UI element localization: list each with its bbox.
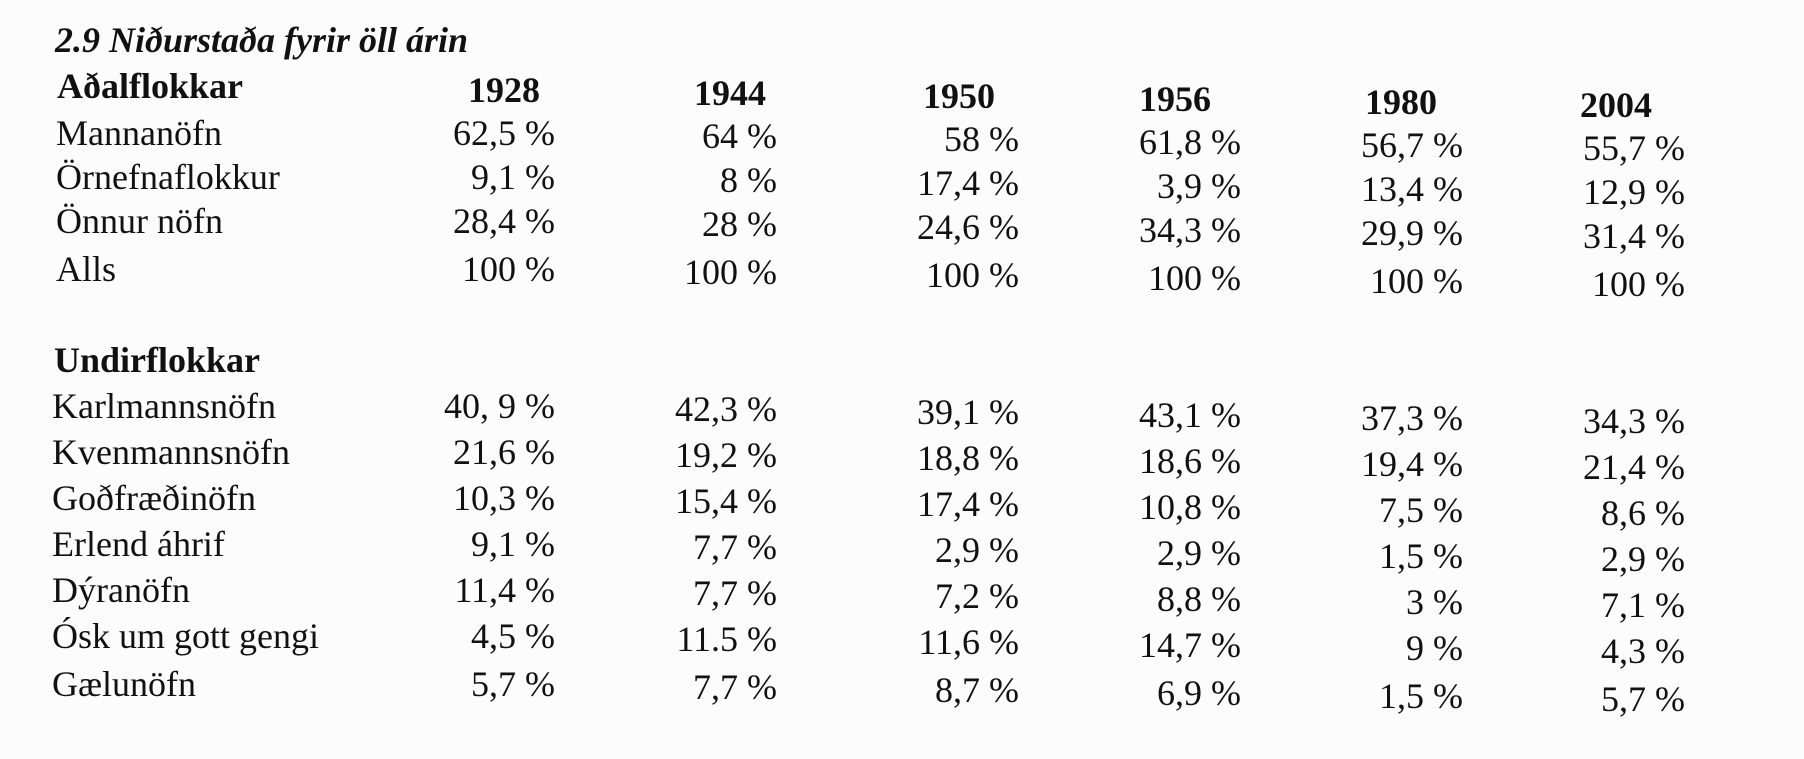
cell-value: 62,5 %	[453, 113, 555, 153]
cell-value: 28 %	[702, 204, 777, 244]
cell-value: 1,5 %	[1379, 676, 1463, 716]
row-label: Erlend áhrif	[52, 524, 225, 564]
cell-value: 5,7 %	[471, 664, 555, 704]
section-title: 2.9 Niðurstaða fyrir öll árin	[55, 20, 469, 60]
row-label: Örnefnaflokkur	[56, 157, 280, 197]
cell-value: 9,1 %	[471, 157, 555, 197]
cell-value: 8 %	[720, 160, 777, 200]
cell-value: 24,6 %	[917, 207, 1019, 247]
cell-value: 11.5 %	[676, 619, 777, 659]
row-label: Karlmannsnöfn	[52, 386, 276, 426]
cell-value: 7,7 %	[693, 527, 777, 567]
cell-value: 7,5 %	[1379, 490, 1463, 530]
cell-value: 18,6 %	[1139, 441, 1241, 481]
row-label: Goðfræðinöfn	[52, 478, 256, 518]
cell-value: 34,3 %	[1583, 401, 1685, 441]
row-label: Kvenmannsnöfn	[52, 432, 290, 472]
cell-value: 31,4 %	[1583, 216, 1685, 256]
sub-heading: Undirflokkar	[54, 340, 261, 380]
cell-value: 7,7 %	[693, 667, 777, 707]
cell-value: 37,3 %	[1361, 398, 1463, 438]
cell-value: 21,4 %	[1583, 447, 1685, 487]
year-header: 1944	[694, 73, 766, 113]
cell-value: 13,4 %	[1361, 169, 1463, 209]
cell-value: 9 %	[1406, 628, 1463, 668]
cell-value: 40, 9 %	[444, 386, 555, 426]
cell-value: 1,5 %	[1379, 536, 1463, 576]
cell-value: 2,9 %	[1601, 539, 1685, 579]
cell-value: 58 %	[944, 119, 1019, 159]
cell-value: 61,8 %	[1139, 122, 1241, 162]
cell-value: 11,4 %	[454, 570, 555, 610]
cell-value: 18,8 %	[917, 438, 1019, 478]
cell-value: 21,6 %	[453, 432, 555, 472]
row-label: Mannanöfn	[56, 113, 222, 153]
row-label: Ósk um gott gengi	[52, 616, 319, 656]
year-header: 1950	[923, 76, 995, 116]
row-label: Önnur nöfn	[56, 201, 223, 241]
cell-value: 8,7 %	[935, 670, 1019, 710]
cell-value: 19,2 %	[675, 435, 777, 475]
cell-value: 2,9 %	[935, 530, 1019, 570]
cell-value: 39,1 %	[917, 392, 1019, 432]
cell-value: 6,9 %	[1157, 673, 1241, 713]
cell-value: 12,9 %	[1583, 172, 1685, 212]
year-header: 1956	[1139, 79, 1211, 119]
row-label: Dýranöfn	[52, 570, 190, 610]
cell-value: 28,4 %	[453, 201, 555, 241]
cell-value: 100 %	[1370, 261, 1463, 301]
cell-value: 10,3 %	[453, 478, 555, 518]
cell-value: 100 %	[1592, 264, 1685, 304]
cell-value: 7,7 %	[693, 573, 777, 613]
cell-value: 56,7 %	[1361, 125, 1463, 165]
row-label: Gælunöfn	[52, 664, 196, 704]
cell-value: 11,6 %	[918, 622, 1019, 662]
cell-value: 8,8 %	[1157, 579, 1241, 619]
cell-value: 14,7 %	[1139, 625, 1241, 665]
cell-value: 29,9 %	[1361, 213, 1463, 253]
cell-value: 9,1 %	[471, 524, 555, 564]
cell-value: 4,3 %	[1601, 631, 1685, 671]
cell-value: 64 %	[702, 116, 777, 156]
cell-value: 2,9 %	[1157, 533, 1241, 573]
cell-value: 55,7 %	[1583, 128, 1685, 168]
year-header: 2004	[1580, 85, 1652, 125]
cell-value: 3,9 %	[1157, 166, 1241, 206]
cell-value: 19,4 %	[1361, 444, 1463, 484]
cell-value: 17,4 %	[917, 484, 1019, 524]
cell-value: 3 %	[1406, 582, 1463, 622]
year-header: 1980	[1365, 82, 1437, 122]
cell-value: 8,6 %	[1601, 493, 1685, 533]
cell-value: 34,3 %	[1139, 210, 1241, 250]
cell-value: 7,2 %	[935, 576, 1019, 616]
year-header: 1928	[468, 70, 540, 110]
cell-value: 10,8 %	[1139, 487, 1241, 527]
cell-value: 4,5 %	[471, 616, 555, 656]
cell-value: 100 %	[462, 249, 555, 289]
cell-value: 43,1 %	[1139, 395, 1241, 435]
cell-value: 7,1 %	[1601, 585, 1685, 625]
cell-value: 17,4 %	[917, 163, 1019, 203]
cell-value: 42,3 %	[675, 389, 777, 429]
row-label: Alls	[56, 249, 117, 289]
cell-value: 5,7 %	[1601, 679, 1685, 719]
cell-value: 100 %	[684, 252, 777, 292]
main-heading: Aðalflokkar	[57, 66, 244, 106]
cell-value: 100 %	[926, 255, 1019, 295]
cell-value: 100 %	[1148, 258, 1241, 298]
cell-value: 15,4 %	[675, 481, 777, 521]
